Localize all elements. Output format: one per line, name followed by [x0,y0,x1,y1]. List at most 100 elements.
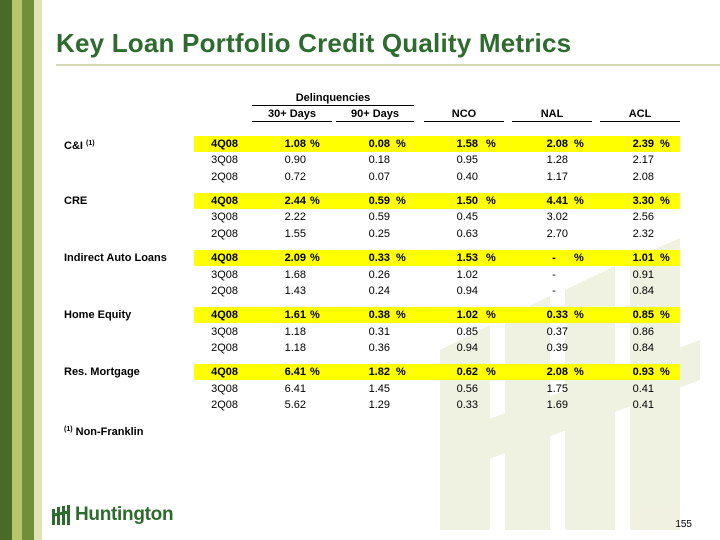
value-cell: - [552,268,556,281]
table-row: 3Q08 0.90 0.18 0.95 1.28 2.17 [56,152,680,168]
percent-sign: % [486,366,496,379]
value-cell: 5.62 [284,399,306,411]
value-cell: 0.24 [368,284,390,297]
group-note: (1) [86,140,95,147]
percent-sign: % [486,138,496,150]
quarter-label: 4Q08 [211,195,238,208]
value-cell: 1.53 [456,252,478,265]
value-cell: 1.82 [368,366,390,379]
group-label: C&I (1) [64,137,95,153]
value-cell: 2.70 [546,227,568,240]
value-cell: 2.17 [632,154,654,167]
value-cell: 2.08 [546,366,568,379]
value-cell: 2.32 [632,227,654,240]
header-nco: NCO [451,108,477,120]
value-cell: 0.41 [632,382,654,395]
value-cell: - [552,284,556,297]
percent-sign: % [310,366,320,379]
quarter-label: 2Q08 [211,284,238,297]
huntington-logo: Huntington [52,504,174,526]
value-cell: 1.69 [546,399,568,411]
table-row: Indirect Auto Loans 4Q08 2.09% 0.33% 1.53% -%… [56,250,680,267]
value-cell: 0.84 [632,341,654,354]
quarter-label: 3Q08 [211,268,238,281]
header-nco-rule [424,121,504,122]
quarter-label: 2Q08 [211,170,238,183]
value-cell: 1.58 [456,138,478,150]
percent-sign: % [574,366,584,379]
value-cell: 1.45 [368,382,390,395]
value-cell: 0.37 [546,325,568,338]
header-30-days-rule [252,121,332,122]
value-cell: 0.91 [632,268,654,281]
quarter-label: 4Q08 [211,309,238,322]
table-row: CRE 4Q08 2.44% 0.59% 1.50% 4.41% 3.30% [56,193,680,210]
group-label: Home Equity [64,308,131,322]
quarter-label: 3Q08 [211,211,238,224]
quarter-label: 3Q08 [211,154,238,167]
footnote-mark: (1) [64,426,73,433]
header-nal: NAL [540,108,564,120]
header-90-days: 90+ Days [350,108,399,120]
value-cell: 1.50 [456,195,478,208]
footnote-text: Non-Franklin [75,426,144,438]
value-cell: 0.86 [632,325,654,338]
footnote: (1) Non-Franklin [64,426,143,438]
table-row: C&I (1) 4Q08 1.08% 0.08% 1.58% 2.08% 2.39% [56,136,680,152]
percent-sign: % [660,252,670,265]
header-delinquencies: Delinquencies [295,92,371,104]
group-label: Indirect Auto Loans [64,251,167,265]
percent-sign: % [660,195,670,208]
highlight-band [194,307,680,324]
value-cell: 0.59 [368,211,390,224]
quarter-label: 4Q08 [211,138,238,150]
table-row: 2Q08 1.55 0.25 0.63 2.70 2.32 [56,226,680,242]
value-cell: 1.43 [284,284,306,297]
title-underline [56,64,720,66]
value-cell: 2.56 [632,211,654,224]
percent-sign: % [486,252,496,265]
quarter-label: 3Q08 [211,382,238,395]
value-cell: 0.94 [456,284,478,297]
percent-sign: % [396,366,406,379]
header-90-days-rule [336,121,414,122]
value-cell: 0.31 [368,325,390,338]
value-cell: 3.02 [546,211,568,224]
value-cell: 1.08 [284,138,306,150]
percent-sign: % [310,252,320,265]
value-cell: 0.94 [456,341,478,354]
huntington-logo-icon [52,505,70,525]
value-cell: 1.02 [456,309,478,322]
value-cell: 2.08 [546,138,568,150]
value-cell: 0.95 [456,154,478,167]
table-row: 3Q08 2.22 0.59 0.45 3.02 2.56 [56,209,680,225]
value-cell: 1.01 [632,252,654,265]
table-row: Res. Mortgage 4Q08 6.41% 1.82% 0.62% 2.08% 0.9… [56,364,680,381]
percent-sign: % [660,309,670,322]
table-row: 3Q08 6.41 1.45 0.56 1.75 0.41 [56,381,680,397]
value-cell: 6.41 [284,366,306,379]
value-cell: 1.17 [546,170,568,183]
value-cell: 0.85 [456,325,478,338]
value-cell: 6.41 [284,382,306,395]
left-stripe-dark [0,0,12,540]
value-cell: 0.33 [546,309,568,322]
value-cell: 0.63 [456,227,478,240]
value-cell: 2.44 [284,195,306,208]
percent-sign: % [574,138,584,150]
value-cell: 1.18 [284,341,306,354]
value-cell: 2.09 [284,252,306,265]
group-name: Res. Mortgage [64,366,140,379]
highlight-band [194,193,680,210]
logo-text: Huntington [75,504,174,525]
header-30-days: 30+ Days [267,108,316,120]
percent-sign: % [396,252,406,265]
left-stripe-pale [34,0,42,540]
header-nal-rule [512,121,592,122]
highlight-band [194,250,680,267]
value-cell: 0.26 [368,268,390,281]
value-cell: 1.68 [284,268,306,281]
value-cell: 0.36 [368,341,390,354]
value-cell: 0.08 [368,138,390,150]
table-row: 2Q08 1.43 0.24 0.94 - 0.84 [56,283,680,299]
